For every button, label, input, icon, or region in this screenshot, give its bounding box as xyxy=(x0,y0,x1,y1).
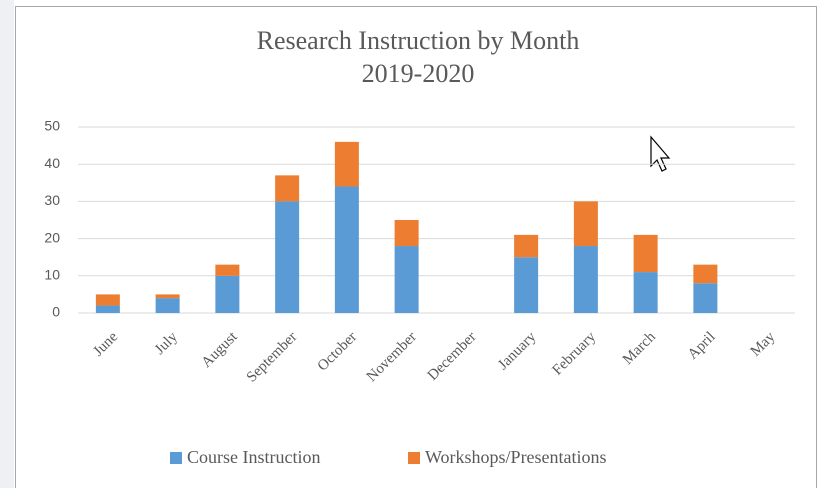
bar-segment xyxy=(95,305,120,313)
bar-segment xyxy=(334,186,359,313)
y-tick-label: 0 xyxy=(52,304,60,320)
legend-swatch xyxy=(408,452,420,464)
bar-segment xyxy=(275,175,300,202)
side-strip xyxy=(0,0,14,488)
bar-segment xyxy=(95,294,120,306)
bar-segment xyxy=(693,264,718,284)
bar-segment xyxy=(275,201,300,313)
bar-segment xyxy=(514,257,539,313)
y-tick-label: 30 xyxy=(44,192,60,208)
bar-segment xyxy=(573,201,598,247)
legend-swatch xyxy=(170,452,182,464)
bar-segment xyxy=(633,272,658,313)
legend-label: Course Instruction xyxy=(187,447,320,467)
bar-segment xyxy=(394,220,419,247)
mouse-cursor xyxy=(650,135,671,172)
bar-segment xyxy=(514,234,539,258)
chart-subtitle: 2019-2020 xyxy=(362,59,475,88)
legend-label: Workshops/Presentations xyxy=(425,447,607,467)
bar-segment xyxy=(215,275,240,313)
y-tick-label: 40 xyxy=(44,155,60,171)
chart-title: Research Instruction by Month xyxy=(257,26,580,55)
bar-segment xyxy=(155,294,180,299)
bar-segment xyxy=(633,234,658,273)
bar-segment xyxy=(155,298,180,313)
bar-segment xyxy=(394,246,419,313)
bar-segment xyxy=(334,141,359,187)
bar-segment xyxy=(215,264,240,276)
y-tick-label: 50 xyxy=(44,118,60,134)
bar-segment xyxy=(573,246,598,313)
bar-segment xyxy=(693,283,718,313)
y-tick-label: 20 xyxy=(44,229,60,245)
y-tick-label: 10 xyxy=(44,267,60,283)
